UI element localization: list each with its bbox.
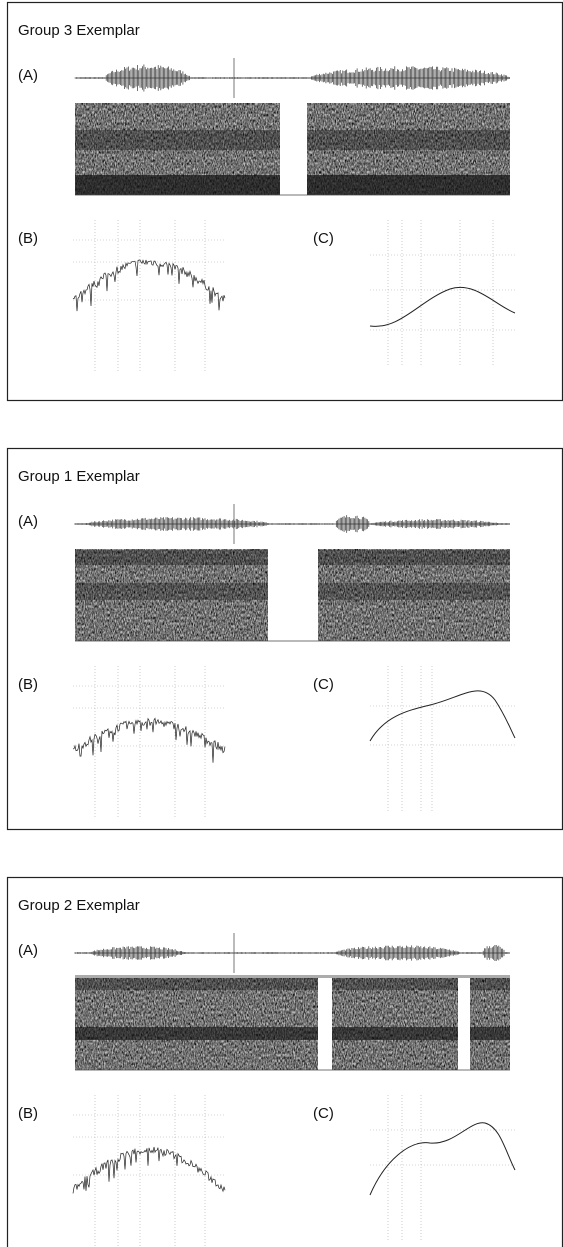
page: Group 3 Exemplar(A)(B)(C)Group 1 Exempla…	[0, 0, 563, 1247]
label-b: (B)	[18, 230, 38, 247]
formant-band	[75, 1027, 510, 1040]
silence-gap	[318, 978, 332, 1070]
spectrum-line	[73, 718, 225, 762]
label-c: (C)	[313, 676, 334, 693]
waveform	[75, 65, 510, 92]
silence-gap	[458, 978, 470, 1070]
panel-title: Group 2 Exemplar	[18, 897, 140, 914]
silence-gap	[280, 103, 307, 195]
spectrum-line	[73, 1147, 225, 1193]
exemplar-panel: Group 2 Exemplar (A) (B) (C)	[8, 878, 563, 1247]
exemplar-panel: Group 1 Exemplar (A) (B) (C)	[8, 449, 563, 830]
waveform	[75, 945, 510, 961]
label-b: (B)	[18, 676, 38, 693]
panel-title: Group 3 Exemplar	[18, 22, 140, 39]
label-b: (B)	[18, 1105, 38, 1122]
panel-frame	[8, 3, 563, 401]
label-a: (A)	[18, 513, 38, 530]
label-a: (A)	[18, 67, 38, 84]
contour-curve	[370, 691, 515, 741]
exemplar-panel: Group 3 Exemplar (A) (B) (C)	[8, 3, 563, 401]
contour-curve	[370, 1123, 515, 1195]
label-c: (C)	[313, 230, 334, 247]
formant-band	[75, 975, 510, 990]
spectrogram-noise	[75, 978, 510, 1070]
label-c: (C)	[313, 1105, 334, 1122]
contour-curve	[370, 287, 515, 326]
figure: Group 3 Exemplar(A)(B)(C)Group 1 Exempla…	[0, 0, 563, 1247]
waveform	[75, 515, 510, 533]
panel-title: Group 1 Exemplar	[18, 468, 140, 485]
spectrum-line	[73, 260, 225, 311]
silence-gap	[268, 549, 318, 641]
label-a: (A)	[18, 942, 38, 959]
